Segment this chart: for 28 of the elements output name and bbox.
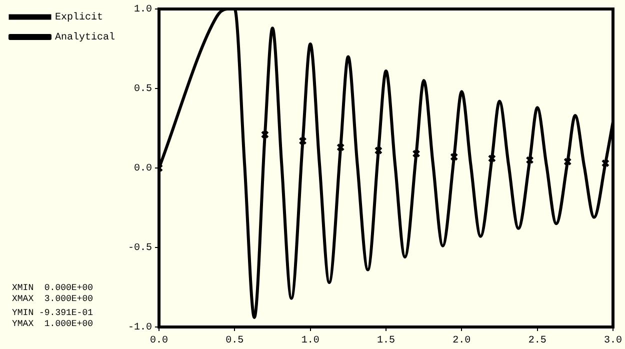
point — [601, 159, 610, 168]
y-tick-label: -0.5 — [128, 243, 152, 254]
x-tick-label: 0.0 — [150, 336, 168, 347]
point — [450, 152, 458, 161]
text: YMAX 1.000E+00 — [12, 319, 94, 330]
x-tick-label: 2.0 — [452, 336, 471, 347]
x-tick-label: 3.0 — [604, 336, 622, 347]
y-tick-label: 0.0 — [134, 164, 152, 175]
x-tick-label: 1.5 — [377, 336, 396, 347]
legend-label: Analytical — [55, 32, 116, 44]
text: XMIN 0.000E+00 — [12, 283, 94, 294]
x-tick-label: 1.0 — [301, 336, 320, 347]
text: YMIN -9.391E-01 — [12, 308, 94, 319]
x-tick-label: 2.5 — [528, 336, 546, 347]
point — [374, 146, 383, 155]
x-tick-label: 0.5 — [226, 336, 244, 347]
point — [564, 158, 572, 166]
y-tick-label: 1.0 — [134, 4, 152, 16]
point — [336, 143, 345, 152]
text: XMAX 3.000E+00 — [12, 294, 94, 305]
legend-label: Explicit — [55, 12, 104, 24]
point — [412, 150, 420, 158]
y-tick-label: 0.5 — [134, 84, 152, 96]
point — [488, 154, 496, 163]
y-tick-label: -1.0 — [128, 322, 152, 334]
point — [526, 156, 534, 164]
point — [260, 130, 270, 139]
point — [298, 136, 307, 146]
